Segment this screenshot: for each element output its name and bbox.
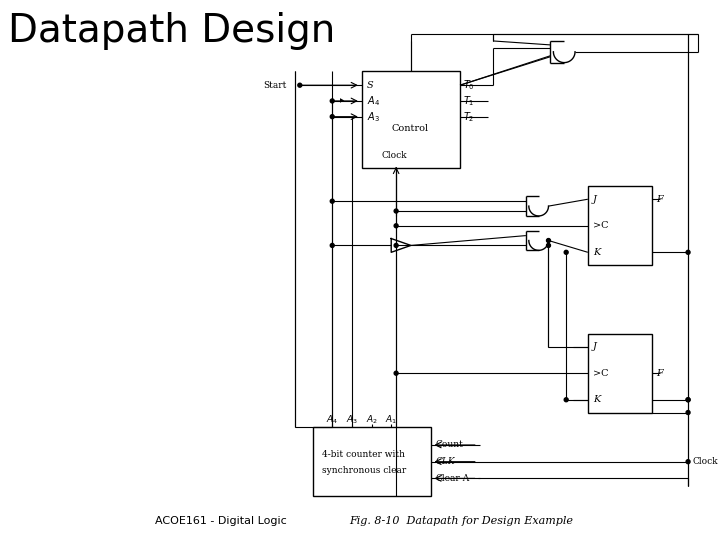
Circle shape: [546, 239, 551, 242]
Circle shape: [686, 251, 690, 254]
Circle shape: [686, 410, 690, 415]
Circle shape: [394, 209, 398, 213]
Text: ACOE161 - Digital Logic: ACOE161 - Digital Logic: [156, 516, 287, 525]
Bar: [361, 71, 460, 168]
Text: J: J: [593, 195, 597, 204]
Text: >C: >C: [593, 221, 608, 230]
Circle shape: [564, 398, 568, 402]
Text: J: J: [593, 342, 597, 351]
Text: $A_4$: $A_4$: [366, 94, 379, 108]
Circle shape: [686, 460, 690, 464]
Text: Start: Start: [264, 80, 287, 90]
Text: CLK: CLK: [436, 457, 455, 466]
Text: Fig. 8-10  Datapath for Design Example: Fig. 8-10 Datapath for Design Example: [349, 516, 573, 525]
Text: ▶: ▶: [340, 98, 344, 104]
Circle shape: [298, 83, 302, 87]
Circle shape: [564, 251, 568, 254]
Circle shape: [330, 199, 334, 203]
Circle shape: [330, 114, 334, 119]
Text: Clock: Clock: [382, 152, 407, 160]
Text: $A_2$: $A_2$: [366, 413, 377, 426]
Text: Datapath Design: Datapath Design: [8, 12, 335, 50]
Text: S: S: [366, 80, 373, 90]
Circle shape: [394, 371, 398, 375]
Circle shape: [330, 99, 334, 103]
Text: $A_3$: $A_3$: [366, 110, 379, 124]
Bar: [588, 334, 652, 413]
Text: synchronous clear: synchronous clear: [323, 466, 407, 475]
Circle shape: [686, 398, 690, 402]
Circle shape: [394, 224, 398, 228]
Circle shape: [686, 398, 690, 402]
Circle shape: [330, 244, 334, 247]
Text: K: K: [593, 395, 600, 404]
Text: F: F: [657, 195, 663, 204]
Text: Count: Count: [436, 441, 464, 449]
Text: 4-bit counter with: 4-bit counter with: [323, 450, 405, 460]
Circle shape: [546, 244, 551, 247]
Bar: [312, 427, 431, 496]
Bar: [588, 186, 652, 265]
Circle shape: [394, 244, 398, 247]
Text: F: F: [657, 369, 663, 377]
Text: $T_2$: $T_2$: [463, 110, 474, 124]
Text: $A_3$: $A_3$: [346, 413, 358, 426]
Text: $T_1$: $T_1$: [463, 94, 474, 108]
Text: $T_0$: $T_0$: [463, 78, 474, 92]
Text: $A_1$: $A_1$: [385, 413, 397, 426]
Text: K: K: [593, 248, 600, 257]
Text: Control: Control: [391, 124, 428, 133]
Text: Clock: Clock: [693, 457, 719, 466]
Text: >C: >C: [593, 369, 608, 377]
Text: $A_4$: $A_4$: [326, 413, 338, 426]
Text: Clear-A: Clear-A: [436, 474, 469, 483]
